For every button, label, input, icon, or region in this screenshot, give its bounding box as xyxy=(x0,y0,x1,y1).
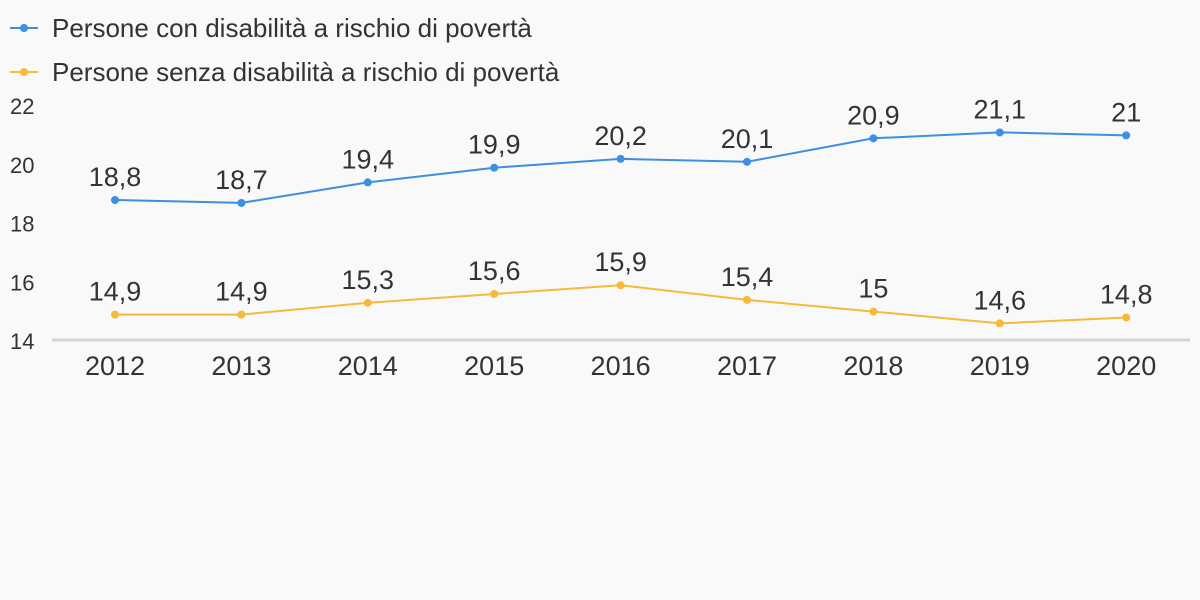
data-label: 15,9 xyxy=(594,247,647,277)
y-tick-label: 22 xyxy=(10,94,34,119)
x-tick-label: 2012 xyxy=(85,351,145,381)
data-label: 20,1 xyxy=(721,124,774,154)
data-label: 15,3 xyxy=(342,265,395,295)
x-tick-label: 2019 xyxy=(970,351,1030,381)
x-tick-label: 2020 xyxy=(1096,351,1156,381)
legend-item-0[interactable]: Persone con disabilità a rischio di pove… xyxy=(10,13,532,43)
series-1: 14,9 14,9 15,3 15,6 15,9 15,4 15 14,6 14,8 xyxy=(89,247,1153,328)
y-tick-label: 20 xyxy=(10,153,34,178)
x-tick-label: 2016 xyxy=(591,351,651,381)
legend-label-0: Persone con disabilità a rischio di pove… xyxy=(52,13,532,43)
x-axis: 2012 2013 2014 2015 2016 2017 2018 2019 2020 xyxy=(85,351,1156,381)
data-label: 19,9 xyxy=(468,130,521,160)
data-point[interactable] xyxy=(490,290,499,298)
data-point[interactable] xyxy=(111,310,119,319)
x-tick-label: 2017 xyxy=(717,351,777,381)
data-point[interactable] xyxy=(363,178,372,187)
data-label: 14,9 xyxy=(215,277,268,307)
x-tick-label: 2015 xyxy=(464,351,524,381)
data-label: 19,4 xyxy=(342,144,395,174)
data-label: 14,6 xyxy=(974,285,1027,315)
data-label: 20,9 xyxy=(847,100,900,130)
data-label: 20,2 xyxy=(594,121,647,151)
data-point[interactable] xyxy=(995,128,1004,137)
legend-marker-0 xyxy=(20,24,28,32)
x-tick-label: 2014 xyxy=(338,351,398,381)
x-tick-label: 2018 xyxy=(843,351,903,381)
data-point[interactable] xyxy=(616,154,625,163)
data-point[interactable] xyxy=(237,198,246,207)
data-label: 15,6 xyxy=(468,256,521,286)
data-point[interactable] xyxy=(743,295,751,304)
data-label: 21,1 xyxy=(974,94,1027,124)
data-point[interactable] xyxy=(1122,313,1131,322)
data-point[interactable] xyxy=(1122,131,1131,140)
data-point[interactable] xyxy=(490,163,499,172)
data-point[interactable] xyxy=(869,134,878,143)
data-label: 14,9 xyxy=(89,277,142,307)
data-point[interactable] xyxy=(363,298,372,307)
y-axis: 14 16 18 20 22 xyxy=(10,94,34,354)
data-label: 15,4 xyxy=(721,262,774,292)
legend-item-1[interactable]: Persone senza disabilità a rischio di po… xyxy=(10,57,560,87)
legend: Persone con disabilità a rischio di pove… xyxy=(10,13,560,87)
y-tick-label: 14 xyxy=(10,329,34,354)
data-point[interactable] xyxy=(237,310,246,319)
legend-label-1: Persone senza disabilità a rischio di po… xyxy=(52,57,560,87)
series-0: 18,8 18,7 19,4 19,9 20,2 20,1 20,9 21,1 21 xyxy=(89,94,1141,207)
data-label: 18,8 xyxy=(89,162,142,192)
data-label: 14,8 xyxy=(1100,280,1153,310)
data-point[interactable] xyxy=(743,157,751,166)
data-point[interactable] xyxy=(995,319,1004,328)
data-point[interactable] xyxy=(616,281,625,290)
y-tick-label: 18 xyxy=(10,212,34,237)
data-label: 21 xyxy=(1111,97,1141,127)
data-point[interactable] xyxy=(111,196,119,204)
legend-marker-1 xyxy=(20,68,28,76)
data-label: 18,7 xyxy=(215,165,268,195)
data-point[interactable] xyxy=(869,307,878,316)
y-tick-label: 16 xyxy=(10,270,34,295)
x-tick-label: 2013 xyxy=(211,351,271,381)
data-label: 15 xyxy=(858,274,888,304)
